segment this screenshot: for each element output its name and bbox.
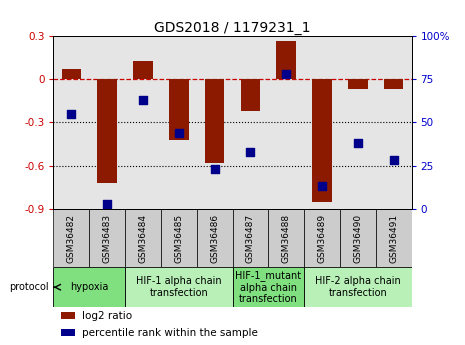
Bar	[169, 79, 189, 140]
Text: GSM36488: GSM36488	[282, 214, 291, 263]
Bar	[133, 61, 153, 79]
Text: hypoxia: hypoxia	[70, 282, 108, 292]
Bar	[376, 36, 412, 209]
Text: GSM36484: GSM36484	[139, 214, 147, 263]
Bar	[125, 36, 161, 209]
Text: GSM36487: GSM36487	[246, 214, 255, 263]
Text: GSM36491: GSM36491	[389, 214, 398, 263]
Point	[246, 149, 254, 155]
Point	[390, 158, 397, 163]
FancyBboxPatch shape	[89, 209, 125, 267]
FancyBboxPatch shape	[125, 209, 161, 267]
Point	[211, 166, 218, 172]
Bar	[348, 79, 368, 89]
FancyBboxPatch shape	[268, 209, 304, 267]
Point	[67, 111, 75, 117]
Title: GDS2018 / 1179231_1: GDS2018 / 1179231_1	[154, 21, 311, 35]
Point	[318, 184, 325, 189]
Text: GSM36483: GSM36483	[103, 214, 112, 263]
FancyBboxPatch shape	[161, 209, 197, 267]
Bar	[60, 312, 75, 319]
FancyBboxPatch shape	[53, 267, 125, 307]
Bar	[205, 79, 225, 163]
Bar	[197, 36, 232, 209]
Bar	[268, 36, 304, 209]
FancyBboxPatch shape	[125, 267, 232, 307]
Text: protocol: protocol	[9, 282, 49, 292]
Text: GSM36485: GSM36485	[174, 214, 183, 263]
Text: GSM36490: GSM36490	[353, 214, 362, 263]
Bar	[276, 40, 296, 79]
Text: GSM36489: GSM36489	[318, 214, 326, 263]
Bar	[304, 36, 340, 209]
Bar	[240, 79, 260, 111]
Text: percentile rank within the sample: percentile rank within the sample	[82, 328, 258, 338]
Bar	[232, 36, 268, 209]
Text: log2 ratio: log2 ratio	[82, 311, 132, 321]
Bar	[60, 329, 75, 336]
Text: HIF-2 alpha chain
transfection: HIF-2 alpha chain transfection	[315, 276, 401, 298]
FancyBboxPatch shape	[340, 209, 376, 267]
FancyBboxPatch shape	[304, 267, 412, 307]
Bar	[312, 79, 332, 201]
Bar	[384, 79, 404, 89]
FancyBboxPatch shape	[232, 267, 304, 307]
Bar	[53, 36, 89, 209]
FancyBboxPatch shape	[53, 209, 89, 267]
Bar	[97, 79, 117, 183]
Bar	[89, 36, 125, 209]
Point	[282, 71, 290, 77]
Bar	[61, 69, 81, 79]
Bar	[161, 36, 197, 209]
Text: GSM36486: GSM36486	[210, 214, 219, 263]
Point	[103, 201, 111, 206]
Point	[175, 130, 182, 136]
Bar	[340, 36, 376, 209]
FancyBboxPatch shape	[197, 209, 232, 267]
Text: HIF-1 alpha chain
transfection: HIF-1 alpha chain transfection	[136, 276, 222, 298]
FancyBboxPatch shape	[376, 209, 412, 267]
Point	[139, 97, 146, 103]
FancyBboxPatch shape	[232, 209, 268, 267]
Text: HIF-1_mutant
alpha chain
transfection: HIF-1_mutant alpha chain transfection	[235, 270, 301, 304]
FancyBboxPatch shape	[304, 209, 340, 267]
Text: GSM36482: GSM36482	[67, 214, 76, 263]
Point	[354, 140, 361, 146]
